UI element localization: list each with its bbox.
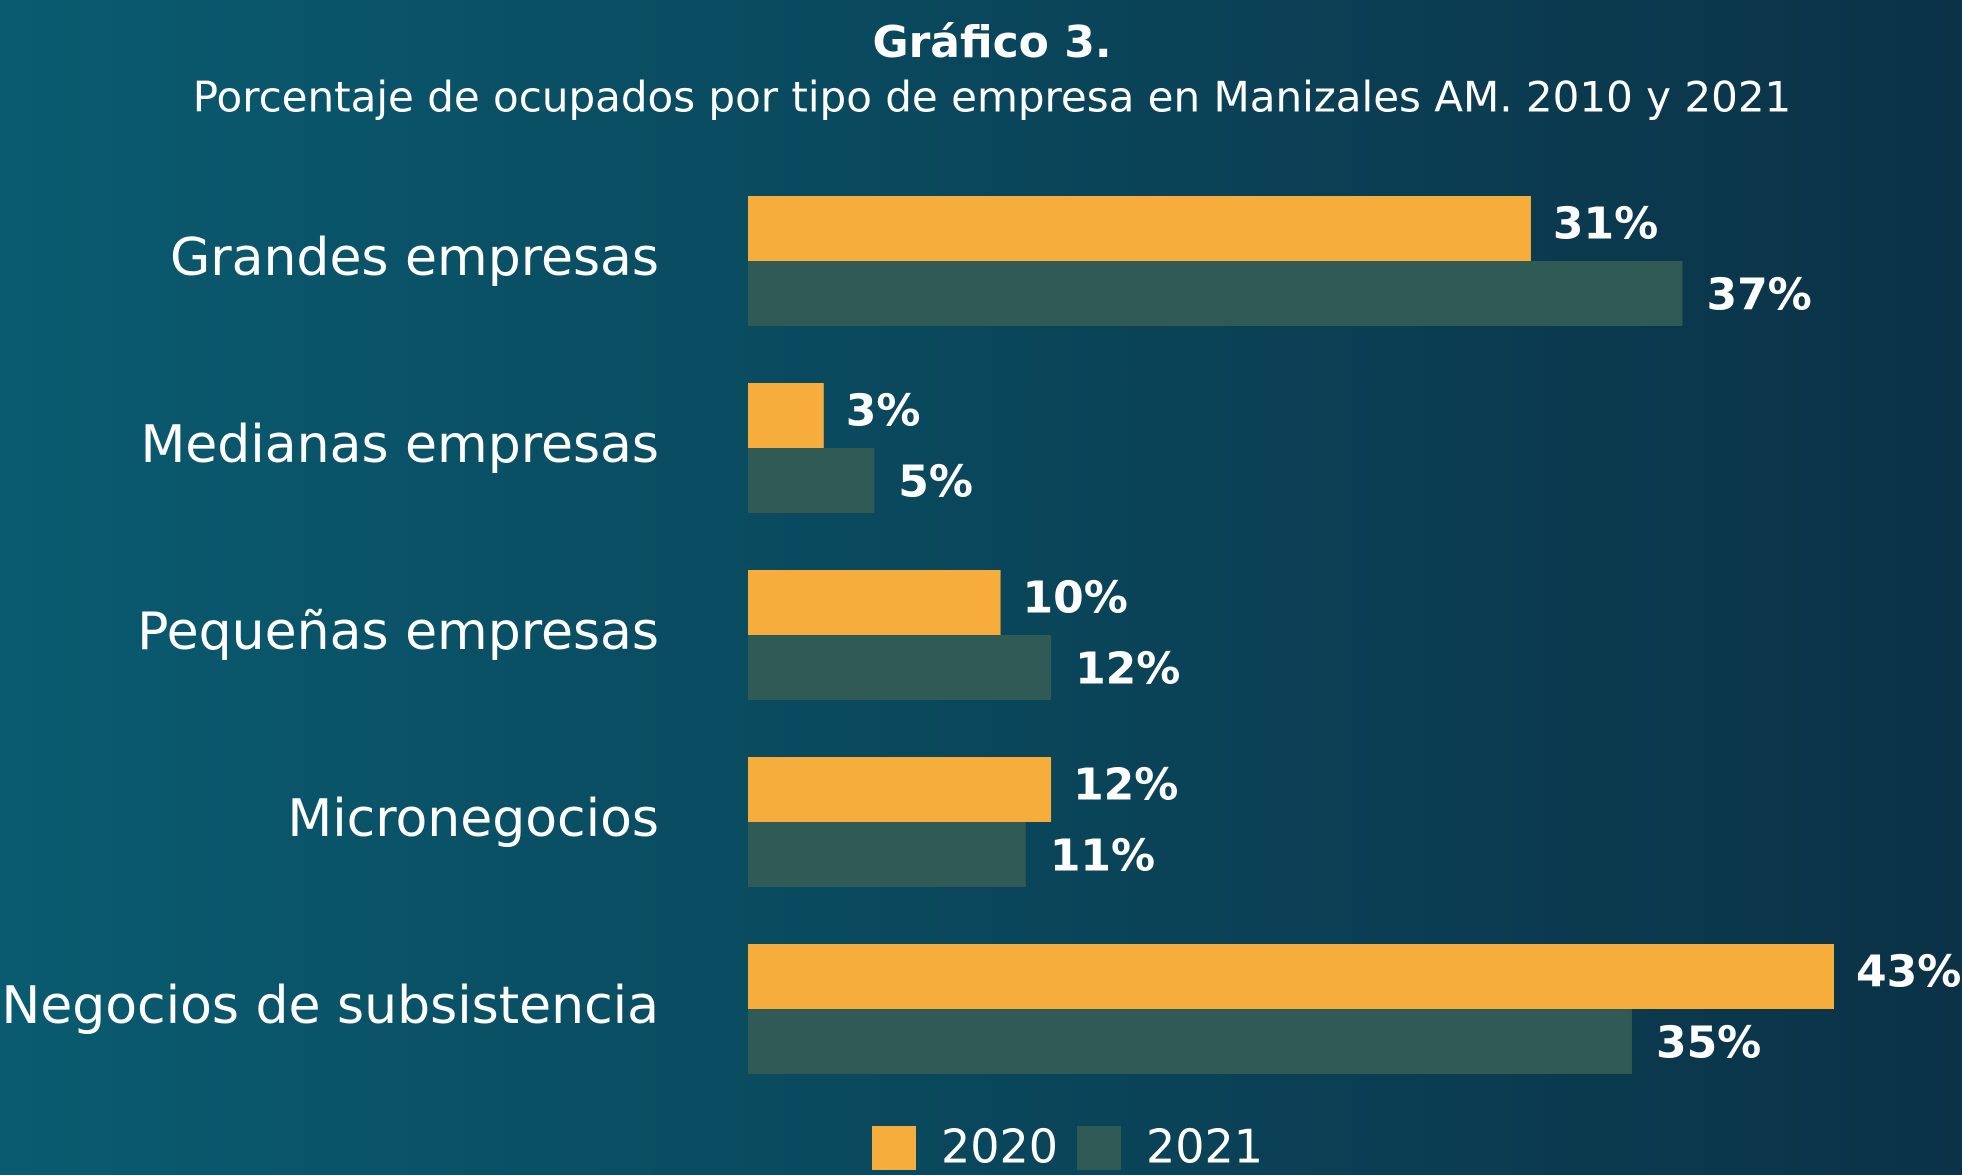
legend-label: 2020 [941,1120,1058,1174]
legend-swatch [1077,1126,1121,1170]
value-label: 31% [1553,199,1658,250]
value-label: 12% [1073,760,1178,811]
value-label: 5% [898,457,973,508]
value-label: 10% [1023,573,1128,624]
chart-title: Gráfico 3. [872,17,1111,68]
legend-swatch [872,1126,916,1170]
value-label: 43% [1856,947,1961,998]
value-label: 37% [1706,270,1811,321]
bar [748,822,1026,887]
chart-subtitle: Porcentaje de ocupados por tipo de empre… [193,73,1792,122]
category-label: Medianas empresas [140,415,659,475]
bar [748,383,824,448]
bar [748,1009,1632,1074]
bar [748,448,875,513]
category-label: Micronegocios [287,789,659,849]
value-label: 11% [1050,831,1155,882]
bar [748,944,1834,1009]
value-label: 3% [846,386,921,437]
value-label: 35% [1656,1018,1761,1069]
bar [748,261,1683,326]
category-label: Grandes empresas [170,228,659,288]
bar [748,635,1052,700]
bar [748,570,1001,635]
value-label: 12% [1075,644,1180,695]
category-label: Negocios de subsistencia [1,976,659,1036]
category-label: Pequeñas empresas [137,602,659,662]
bar [748,196,1531,261]
legend-label: 2021 [1146,1120,1263,1174]
bar [748,757,1052,822]
